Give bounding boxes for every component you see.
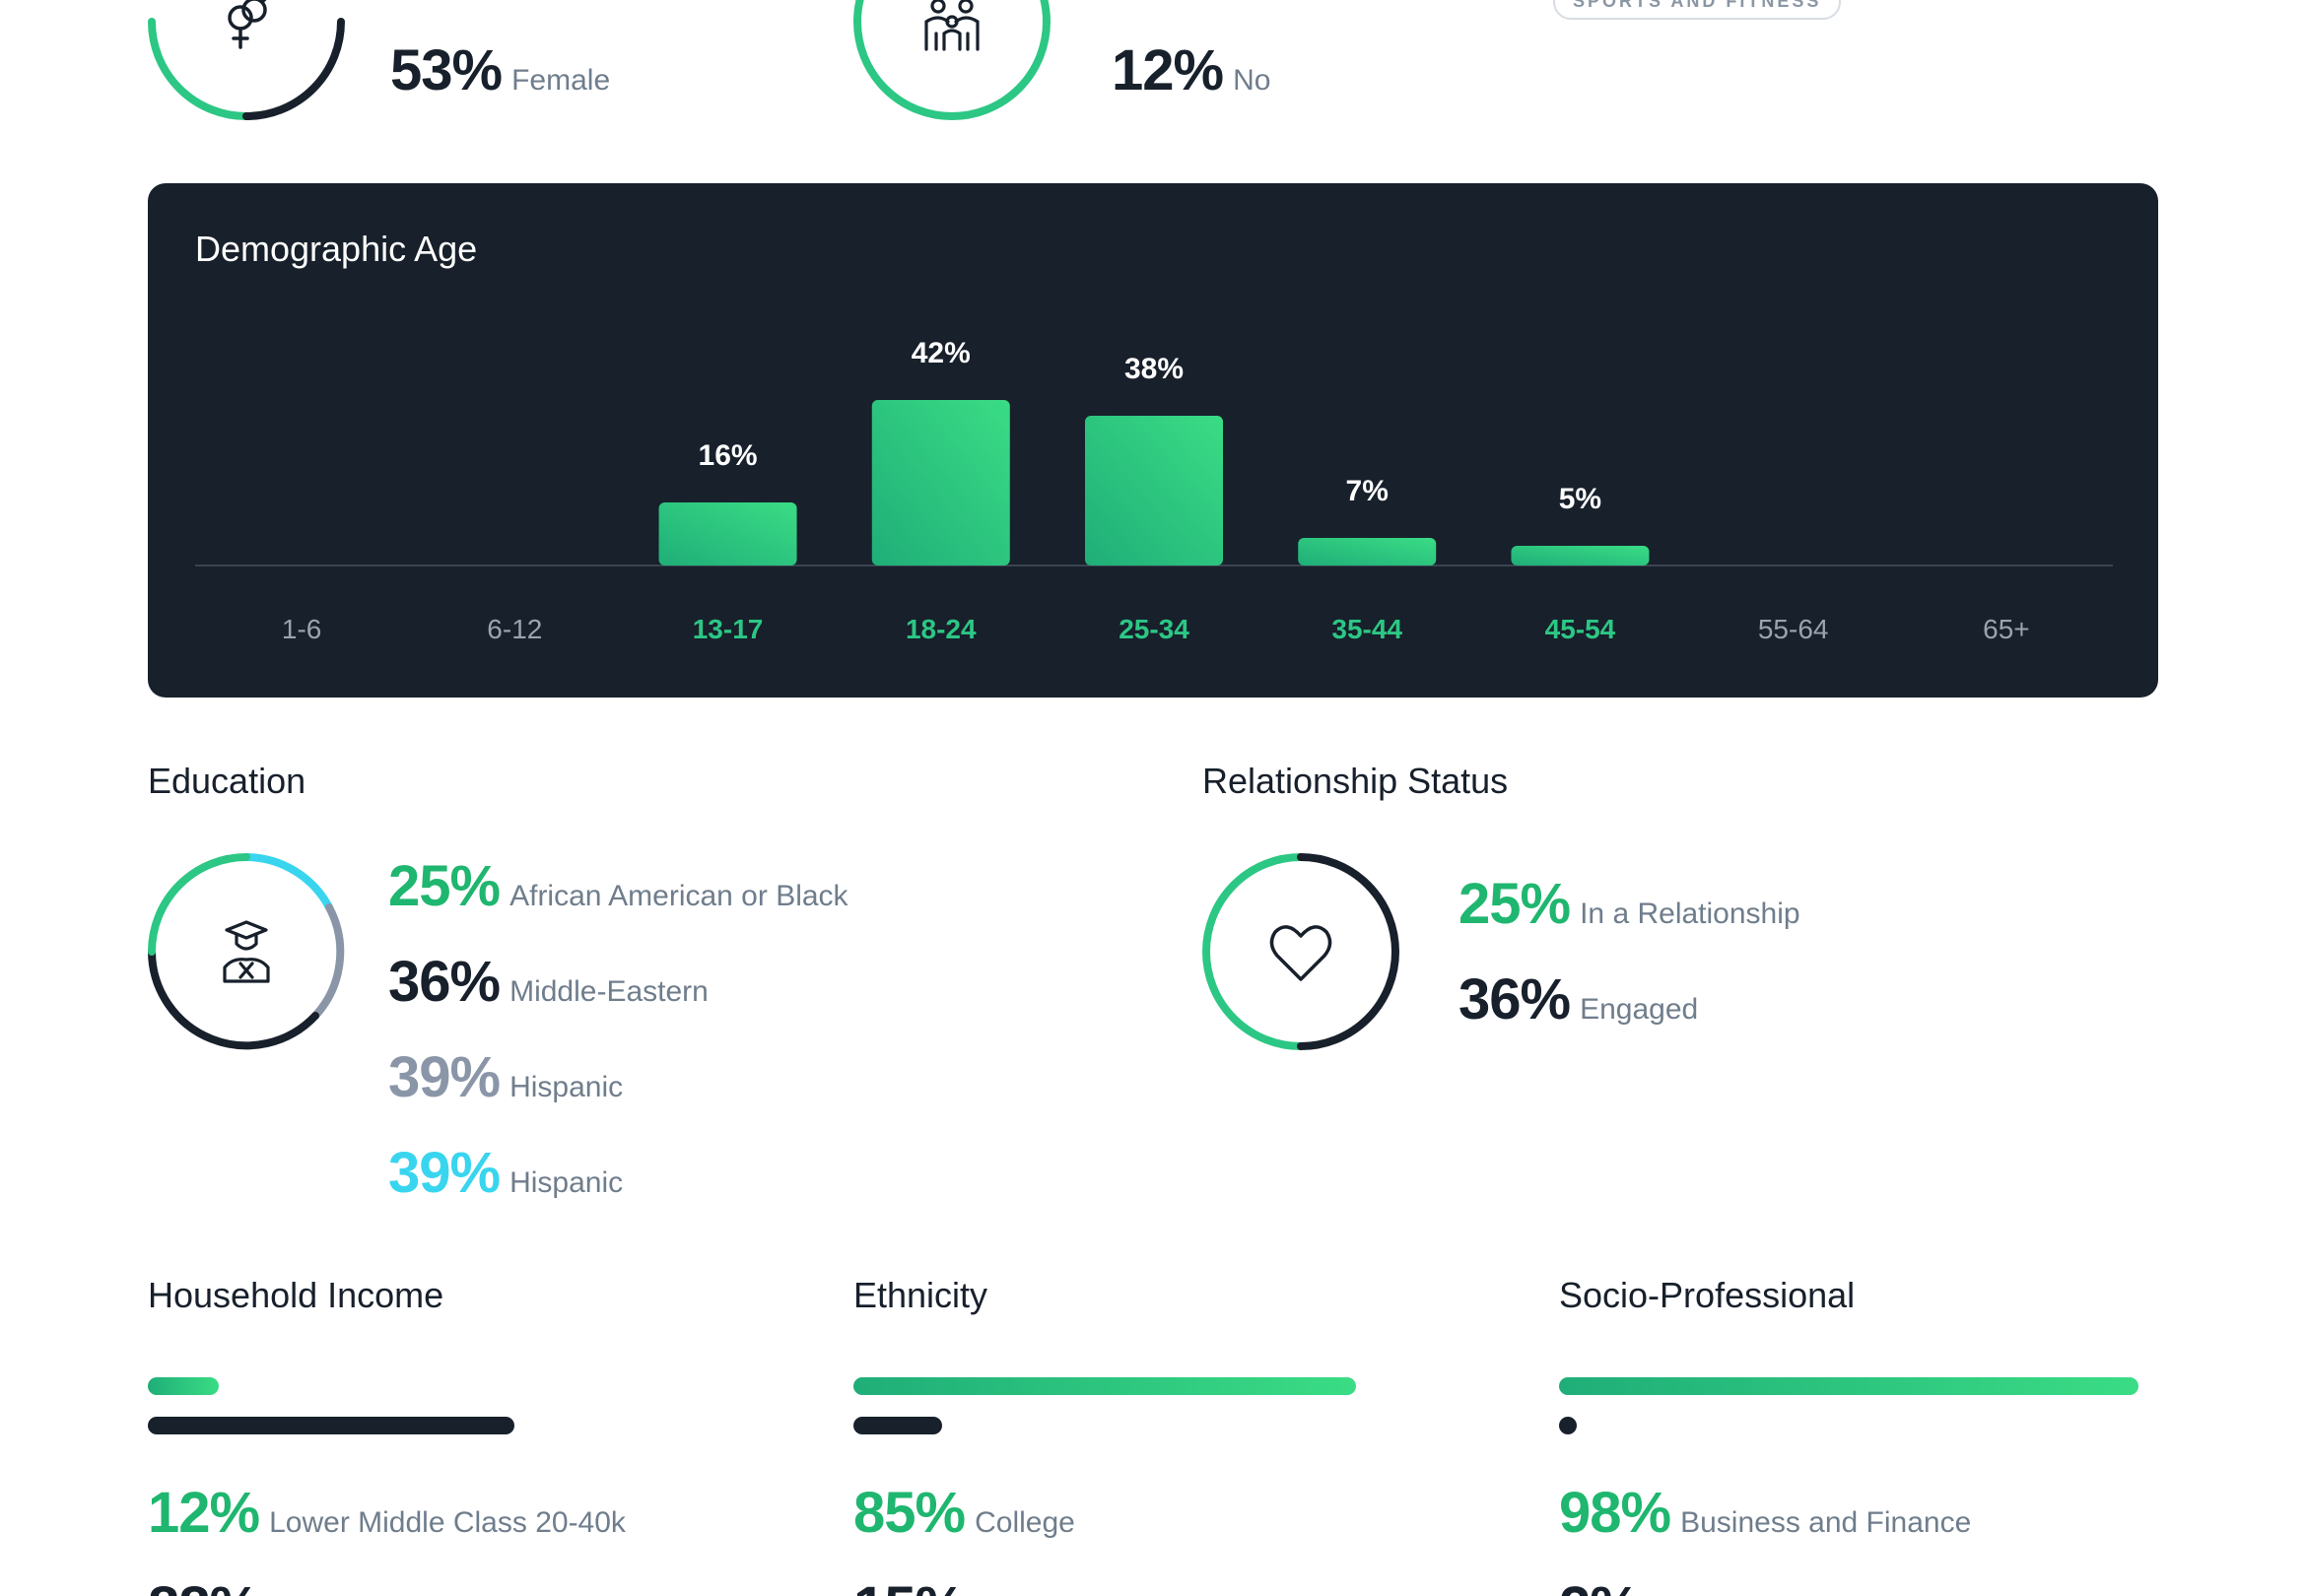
children-label: No — [1233, 64, 1271, 97]
age-tick-label: 18-24 — [906, 614, 977, 644]
age-bar-35-44 — [1298, 538, 1437, 565]
education-label: Middle-Eastern — [509, 975, 709, 1008]
socio-professional-stat-0: 98% Business and Finance — [1559, 1480, 1971, 1546]
household-income-title: Household Income — [148, 1275, 444, 1315]
age-bar-label: 16% — [699, 439, 758, 472]
education-percent: 39% — [388, 1141, 501, 1205]
education-label: Hispanic — [509, 1166, 624, 1199]
relationship-percent: 36% — [1458, 967, 1571, 1031]
education-stat: 25% African American or Black — [388, 853, 848, 919]
relationship-label: Engaged — [1580, 993, 1699, 1026]
ethnicity-bar-primary — [853, 1377, 1356, 1395]
age-tick-label: 6-12 — [487, 614, 542, 644]
socio-professional-bar-secondary — [1559, 1417, 1577, 1434]
education-percent: 39% — [388, 1045, 501, 1109]
children-ring — [853, 0, 1051, 124]
household-income-stat-1: 88% — [148, 1574, 260, 1596]
ethnicity-percent-2: 15% — [853, 1574, 966, 1596]
education-title: Education — [148, 761, 306, 801]
age-bar-label: 38% — [1124, 353, 1184, 385]
household-income-stat-0: 12% Lower Middle Class 20-40k — [148, 1480, 626, 1546]
education-stat: 39% Hispanic — [388, 1044, 623, 1110]
age-tick-label: 13-17 — [693, 614, 764, 644]
gender-icon — [228, 0, 267, 49]
age-chart: 1-6 6-12 16% 13-17 42% 18-24 38% 25-34 7% 35-44 5%… — [195, 337, 2113, 644]
household-income-label: Lower Middle Class 20-40k — [269, 1506, 626, 1539]
household-income-percent-2: 88% — [148, 1574, 260, 1596]
age-bar-18-24 — [871, 400, 1010, 565]
household-income-bar-secondary — [148, 1417, 514, 1434]
ethnicity-stat-1: 15% — [853, 1574, 966, 1596]
gender-stat: 53% Female — [390, 37, 610, 103]
ethnicity-bar-secondary — [853, 1417, 942, 1434]
relationship-title: Relationship Status — [1202, 761, 1509, 801]
education-stat: 36% Middle-Eastern — [388, 949, 709, 1015]
age-bar-label: 7% — [1346, 475, 1389, 507]
children-stat: 12% No — [1112, 37, 1270, 103]
gender-percent: 53% — [390, 38, 503, 102]
relationship-stat: 36% Engaged — [1458, 966, 1698, 1032]
relationship-percent: 25% — [1458, 872, 1571, 936]
family-icon — [924, 0, 980, 51]
age-tick-label: 65+ — [1983, 614, 2030, 644]
gender-ring — [148, 0, 345, 124]
graduate-icon — [223, 920, 270, 983]
relationship-label: In a Relationship — [1580, 898, 1800, 930]
age-bar-13-17 — [658, 502, 797, 565]
education-label: African American or Black — [509, 880, 848, 912]
relationship-stat: 25% In a Relationship — [1458, 871, 1800, 937]
age-chart-card: Demographic Age 1-6 6-12 16% 13-17 42% 18-24 3… — [148, 183, 2158, 698]
age-bar-45-54 — [1511, 546, 1650, 565]
age-chart-title: Demographic Age — [195, 229, 478, 269]
socio-professional-stat-1: 2% — [1559, 1574, 1641, 1596]
age-tick-label: 55-64 — [1758, 614, 1829, 644]
household-income-percent: 12% — [148, 1481, 260, 1545]
ethnicity-label: College — [975, 1506, 1075, 1539]
ethnicity-title: Ethnicity — [853, 1275, 988, 1315]
heart-icon — [1269, 925, 1332, 981]
socio-professional-bar-primary — [1559, 1377, 2138, 1395]
age-tick-label: 45-54 — [1545, 614, 1616, 644]
gender-label: Female — [511, 64, 611, 97]
ethnicity-stat-0: 85% College — [853, 1480, 1075, 1546]
age-bar-label: 5% — [1559, 483, 1601, 515]
age-bar-label: 42% — [912, 337, 971, 369]
relationship-ring — [1202, 853, 1399, 1050]
interest-tag[interactable]: SPORTS AND FITNESS — [1553, 0, 1842, 20]
ethnicity-percent: 85% — [853, 1481, 966, 1545]
socio-professional-percent: 98% — [1559, 1481, 1671, 1545]
education-ring — [148, 853, 345, 1050]
socio-professional-percent-2: 2% — [1559, 1574, 1641, 1596]
socio-professional-title: Socio-Professional — [1559, 1275, 1856, 1315]
age-tick-label: 35-44 — [1331, 614, 1402, 644]
socio-professional-label: Business and Finance — [1680, 1506, 1972, 1539]
education-label: Hispanic — [509, 1071, 624, 1103]
age-bar-25-34 — [1085, 416, 1223, 565]
education-percent: 25% — [388, 854, 501, 918]
children-percent: 12% — [1112, 38, 1224, 102]
age-tick-label: 1-6 — [282, 614, 321, 644]
household-income-bar-primary — [148, 1377, 219, 1395]
age-tick-label: 25-34 — [1119, 614, 1189, 644]
education-stat: 39% Hispanic — [388, 1140, 623, 1206]
education-percent: 36% — [388, 950, 501, 1014]
